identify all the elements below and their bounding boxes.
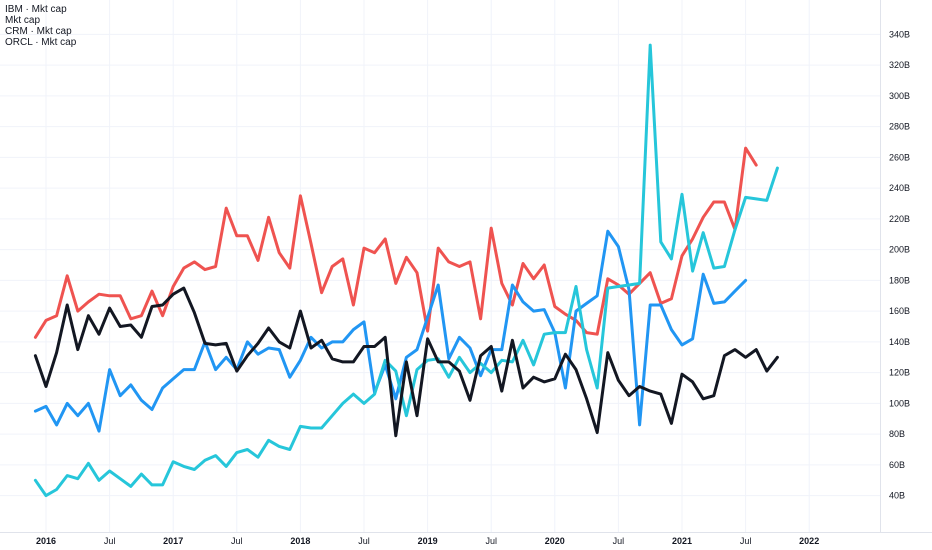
y-tick-label: 80B bbox=[889, 429, 905, 439]
y-tick-label: 320B bbox=[889, 60, 910, 70]
series-line-3 bbox=[33, 286, 779, 438]
x-tick-label: Jul bbox=[485, 536, 497, 546]
x-tick-label: Jul bbox=[104, 536, 116, 546]
y-tick-label: 160B bbox=[889, 306, 910, 316]
y-tick-label: 220B bbox=[889, 214, 910, 224]
y-tick-label: 300B bbox=[889, 91, 910, 101]
x-tick-label: 2016 bbox=[36, 536, 56, 546]
y-tick-label: 120B bbox=[889, 368, 910, 378]
x-tick-label: 2021 bbox=[672, 536, 692, 546]
series-line-0 bbox=[33, 146, 758, 339]
x-tick-label: 2019 bbox=[418, 536, 438, 546]
x-tick-label: Jul bbox=[613, 536, 625, 546]
series-line-2 bbox=[33, 43, 779, 498]
y-tick-label: 140B bbox=[889, 337, 910, 347]
y-tick-label: 60B bbox=[889, 460, 905, 470]
x-tick-label: Jul bbox=[740, 536, 752, 546]
y-tick-label: 240B bbox=[889, 183, 910, 193]
y-tick-label: 100B bbox=[889, 398, 910, 408]
legend-item-orcl[interactable]: ORCL · Mkt cap bbox=[5, 37, 77, 48]
grid-layer bbox=[0, 0, 880, 532]
legend-item-ibm[interactable]: IBM · Mkt cap bbox=[5, 4, 67, 15]
series-layer bbox=[33, 43, 779, 498]
y-tick-label: 40B bbox=[889, 491, 905, 501]
x-tick-label: 2018 bbox=[290, 536, 310, 546]
legend-item-crm[interactable]: CRM · Mkt cap bbox=[5, 26, 72, 37]
legend: IBM · Mkt cap Mkt cap CRM · Mkt cap ORCL… bbox=[5, 4, 76, 48]
y-tick-label: 200B bbox=[889, 245, 910, 255]
x-tick-label: 2020 bbox=[545, 536, 565, 546]
y-tick-label: 260B bbox=[889, 152, 910, 162]
y-tick-label: 280B bbox=[889, 122, 910, 132]
y-tick-label: 180B bbox=[889, 275, 910, 285]
x-tick-label: Jul bbox=[231, 536, 243, 546]
y-tick-label: 340B bbox=[889, 29, 910, 39]
x-tick-label: 2022 bbox=[799, 536, 819, 546]
legend-item-mkt-cap[interactable]: Mkt cap bbox=[5, 15, 41, 26]
x-tick-label: Jul bbox=[358, 536, 370, 546]
x-tick-label: 2017 bbox=[163, 536, 183, 546]
